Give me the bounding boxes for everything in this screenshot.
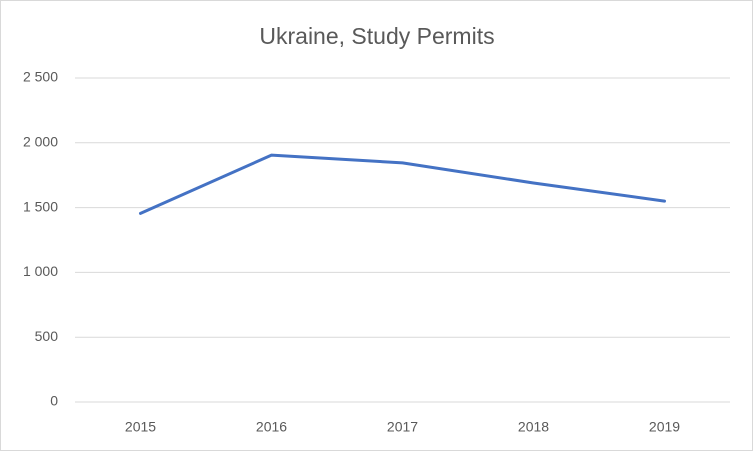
- y-tick-label: 500: [35, 328, 59, 344]
- y-tick-label: 2 000: [23, 134, 58, 150]
- data-line: [139, 153, 666, 215]
- y-tick-label: 1 500: [23, 198, 58, 214]
- x-tick-label: 2018: [518, 419, 549, 435]
- y-tick-label: 2 500: [23, 69, 58, 85]
- x-tick-label: 2019: [649, 419, 680, 435]
- chart-title: Ukraine, Study Permits: [259, 23, 494, 49]
- y-tick-label: 0: [50, 393, 58, 409]
- x-tick-label: 2015: [125, 419, 156, 435]
- y-tick-label: 1 000: [23, 263, 58, 279]
- x-tick-label: 2017: [387, 419, 418, 435]
- x-tick-label: 2016: [256, 419, 287, 435]
